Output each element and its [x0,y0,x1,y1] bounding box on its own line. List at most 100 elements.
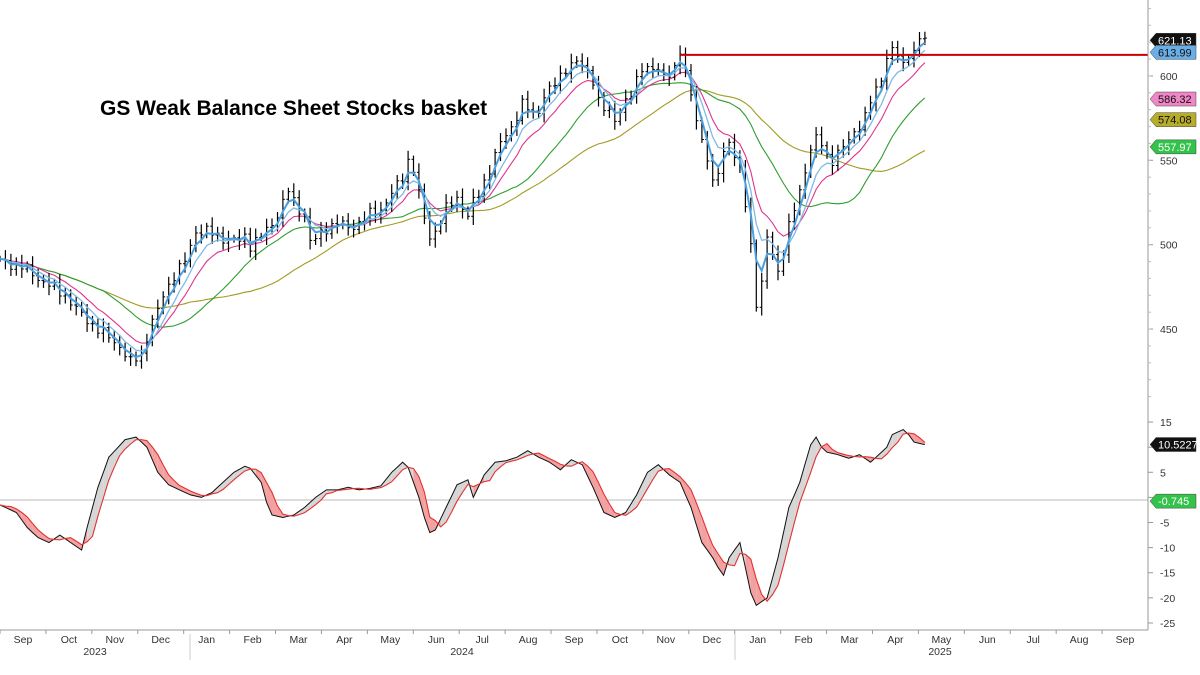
oscillator-fill-segment [778,532,784,586]
oscillator-fill-segment [516,453,523,460]
x-year-label-2023: 2023 [83,646,107,658]
oscillator-fill-segment [788,494,795,544]
oscillator-fill-segment [892,432,898,448]
oscillator-fill-segment [184,488,191,495]
oscillator-fill-segment [647,468,653,489]
oscillator-y-tick-label: -5 [1160,518,1169,530]
oscillator-fill-segment [593,471,599,500]
oscillator-y-tick-label: -25 [1160,618,1175,630]
x-tick-label-sep: Sep [1116,634,1135,646]
oscillator-fill-segment [451,484,458,512]
oscillator-fill-segment [304,502,311,513]
x-tick-label-apr: Apr [336,634,353,646]
oscillator-fill-segment [897,429,904,443]
oscillator-fill-segment [397,462,403,476]
oscillator-fill-segment [239,466,245,476]
x-tick-label-mar: Mar [289,634,308,646]
oscillator-fill-segment [690,489,697,526]
value-tag: 10.5227 [1149,437,1198,452]
oscillator-fill-segment [391,467,398,482]
oscillator-fill-segment [669,468,675,479]
value-tag-label: 574.08 [1158,115,1192,127]
x-tick-label-mar: Mar [840,634,859,646]
value-tag-box [1149,45,1197,60]
oscillator-fill-segment [457,482,463,502]
oscillator-fill-segment [685,482,691,508]
oscillator-fill-segment [614,512,621,518]
value-tag-box [1149,139,1197,155]
x-tick-label-may: May [380,634,401,646]
oscillator-fill-segment [255,469,262,483]
oscillator-fill-segment [631,494,637,512]
oscillator-fill-segment [440,507,447,527]
oscillator-fill-segment [571,459,577,467]
oscillator-y-tick-label: 15 [1160,417,1172,429]
oscillator-fill-segment [652,464,659,480]
value-tag-label: 586.32 [1158,94,1192,106]
oscillator-fill-segment [92,487,98,537]
x-tick-label-nov: Nov [105,634,124,646]
x-tick-label-jul: Jul [475,634,488,646]
oscillator-fill-segment [756,579,762,606]
oscillator-y-tick-label: -15 [1160,568,1175,580]
ohlc-bars [0,31,927,369]
x-tick-label-feb: Feb [795,634,813,646]
price-y-tick-label: 600 [1160,71,1178,83]
oscillator-fill-segment [76,541,82,551]
value-tag-box [1149,437,1197,452]
oscillator-fill-segment [554,461,561,470]
oscillator-fill-segment [103,457,109,498]
x-tick-label-jul: Jul [1026,634,1039,646]
oscillator-fill-segment [609,503,615,518]
fast-average-1-line [0,41,926,359]
x-axis: Sep Oct Nov Dec Jan Feb Mar Apr May Jun Jul Aug Sep O… [0,630,1134,660]
x-tick-label-aug: Aug [1070,634,1089,646]
oscillator-fill-segment [424,492,430,533]
oscillator-fill-segment [642,472,648,499]
value-tag: 621.13 [1149,33,1197,48]
oscillator-fill-segment [745,554,751,593]
oscillator-fill-segment [886,434,893,455]
x-tick-label-oct: Oct [612,634,628,646]
oscillator-lines [0,429,926,607]
oscillator-fill-segment [843,454,849,459]
oscillator-line [0,429,926,607]
x-tick-label-feb: Feb [244,634,262,646]
oscillator-fill-segment [826,443,833,454]
oscillator-fill-segment [544,455,550,463]
value-tag-box [1149,112,1197,127]
oscillator-fill-segment [125,438,131,450]
x-tick-label-jan: Jan [198,634,215,646]
x-tick-label-apr: Apr [887,634,904,646]
oscillator-fill-segment [799,463,806,503]
oscillator-fill-segment [538,453,545,460]
oscillator-fill-segment [598,482,604,513]
price-y-tick-label: 500 [1160,240,1178,252]
x-tick-label-dec: Dec [151,634,170,646]
oscillator-fill-segment [10,506,17,513]
oscillator-fill-segment [32,523,39,538]
oscillator-fill-segment [750,559,757,606]
oscillator-fill-segment [108,451,115,481]
oscillator-y-tick-label: 5 [1160,467,1166,479]
oscillator-fill-segment [146,440,153,460]
oscillator-fill-segment [636,483,643,508]
oscillator-fill-segment [168,474,175,488]
oscillator-y-tick-label: -10 [1160,543,1175,555]
price-y-tick-label: 450 [1160,324,1178,336]
oscillator-fill-segment [783,507,789,566]
value-tag: -0.745 [1149,493,1197,509]
oscillator-fill-segment [97,472,104,517]
x-tick-label-aug: Aug [519,634,538,646]
oscillator-fill-segment [914,433,920,444]
x-tick-label-jan: Jan [749,634,766,646]
value-tag-label: -0.745 [1158,496,1189,508]
oscillator-fill-segment [484,468,490,482]
oscillator-fill-segment [272,492,278,517]
value-tag: 557.97 [1149,139,1197,155]
oscillator-fill-segment [729,550,735,566]
oscillator-fill-segment [38,529,44,541]
oscillator-fill-segment [810,437,817,473]
